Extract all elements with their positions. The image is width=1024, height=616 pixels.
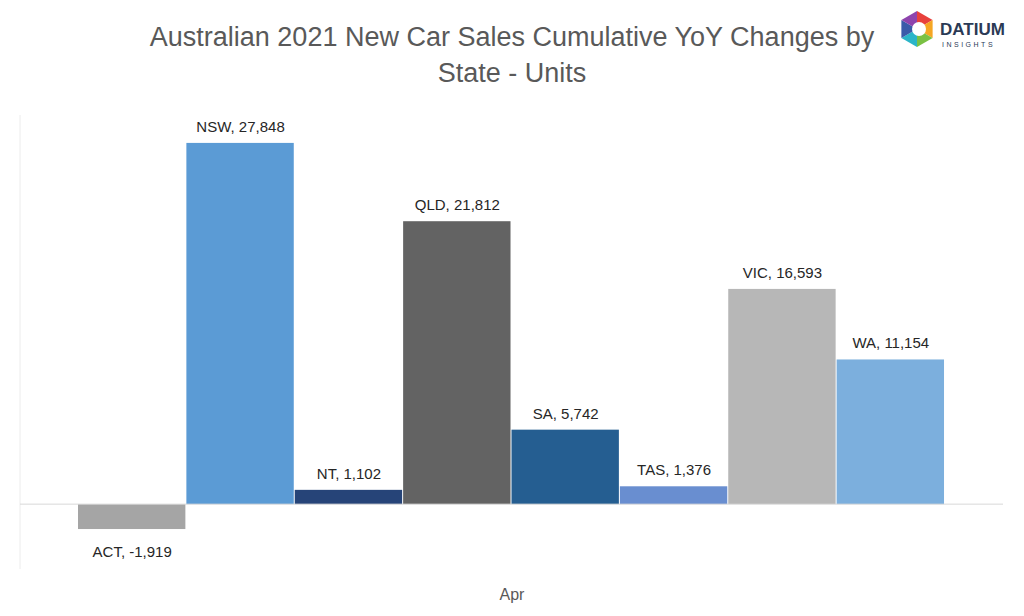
data-label: ACT, -1,919	[93, 543, 172, 560]
title: State - Units	[438, 58, 587, 88]
x-axis-line	[20, 504, 1003, 505]
bar	[78, 504, 185, 529]
x-axis-label: Apr	[500, 586, 526, 603]
data-label: NT, 1,102	[317, 465, 381, 482]
logo-subtext: INSIGHTS	[942, 41, 995, 48]
data-label: WA, 11,154	[852, 334, 929, 351]
bar	[186, 143, 293, 504]
y-axis-line	[20, 115, 21, 569]
data-label: VIC, 16,593	[743, 264, 822, 281]
logo-text: DATIUM	[940, 20, 1005, 39]
data-label: QLD, 21,812	[415, 196, 500, 213]
bars	[78, 143, 944, 529]
data-label: TAS, 1,376	[637, 461, 711, 478]
bar	[295, 490, 402, 504]
bar	[837, 359, 944, 504]
data-label: SA, 5,742	[533, 405, 599, 422]
bar	[403, 221, 510, 504]
title: Australian 2021 New Car Sales Cumulative…	[150, 22, 875, 52]
logo: DATIUM INSIGHTS	[901, 11, 1004, 48]
chart: Australian 2021 New Car Sales Cumulative…	[0, 0, 1024, 616]
bar	[512, 430, 619, 504]
logo-center	[912, 22, 926, 36]
bar	[728, 289, 835, 504]
bar	[620, 486, 727, 504]
data-label: NSW, 27,848	[196, 118, 284, 135]
